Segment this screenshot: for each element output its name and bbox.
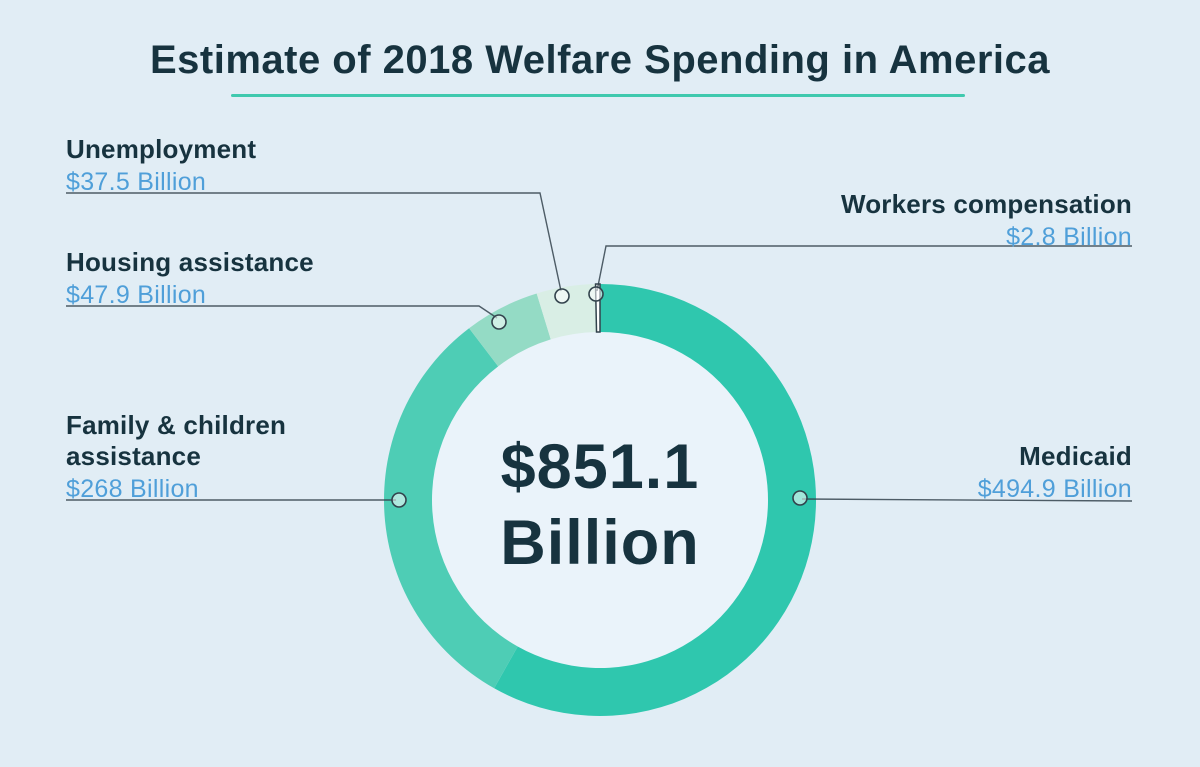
- callout-heading: Housing assistance: [66, 247, 314, 277]
- leader-dot-unemployment: [554, 288, 570, 304]
- callout-value: $37.5 Billion: [66, 168, 207, 196]
- donut-inner-disc: [430, 330, 770, 670]
- callout-value: $47.9 Billion: [66, 281, 207, 309]
- leader-dot-housing: [491, 314, 507, 330]
- leader-lines: [66, 192, 1133, 502]
- leader-line-unemployment: [66, 192, 562, 292]
- donut-segment-housing-assistance: [469, 293, 551, 367]
- callout-housing: Housing assistance $47.9 Billion: [66, 247, 314, 309]
- donut-center-unit: Billion: [500, 508, 700, 578]
- callout-family-children: Family & children assistance $268 Billio…: [66, 410, 326, 503]
- donut-segment-medicaid: [494, 284, 817, 716]
- leader-dots: [391, 286, 808, 508]
- callout-medicaid: Medicaid $494.9 Billion: [978, 441, 1132, 503]
- title-underline: [231, 94, 965, 97]
- callout-heading: Workers compensation: [840, 189, 1132, 219]
- donut-segment-family-children-assistance: [384, 328, 518, 689]
- callout-heading: Medicaid: [1019, 441, 1132, 471]
- leader-line-medicaid: [801, 498, 1133, 502]
- callout-unemployment: Unemployment $37.5 Billion: [66, 134, 256, 196]
- donut-segment-unemployment: [536, 284, 597, 340]
- leader-dot-medicaid: [792, 490, 808, 506]
- leader-dot-family: [391, 492, 407, 508]
- leader-dot-workers: [588, 286, 604, 302]
- donut-center-label: $851.1 Billion: [450, 429, 750, 581]
- callout-heading: Unemployment: [66, 134, 257, 164]
- callout-value: $2.8 Billion: [1006, 223, 1132, 251]
- callout-workers-compensation: Workers compensation $2.8 Billion: [841, 189, 1132, 251]
- callout-heading: Family & children assistance: [66, 410, 287, 471]
- donut-center-value: $851.1: [500, 432, 700, 502]
- page-title: Estimate of 2018 Welfare Spending in Ame…: [149, 38, 1051, 82]
- leader-line-housing: [66, 305, 498, 319]
- leader-line-workers: [596, 245, 1132, 292]
- callout-value: $268 Billion: [66, 475, 199, 503]
- callout-value: $494.9 Billion: [977, 475, 1132, 503]
